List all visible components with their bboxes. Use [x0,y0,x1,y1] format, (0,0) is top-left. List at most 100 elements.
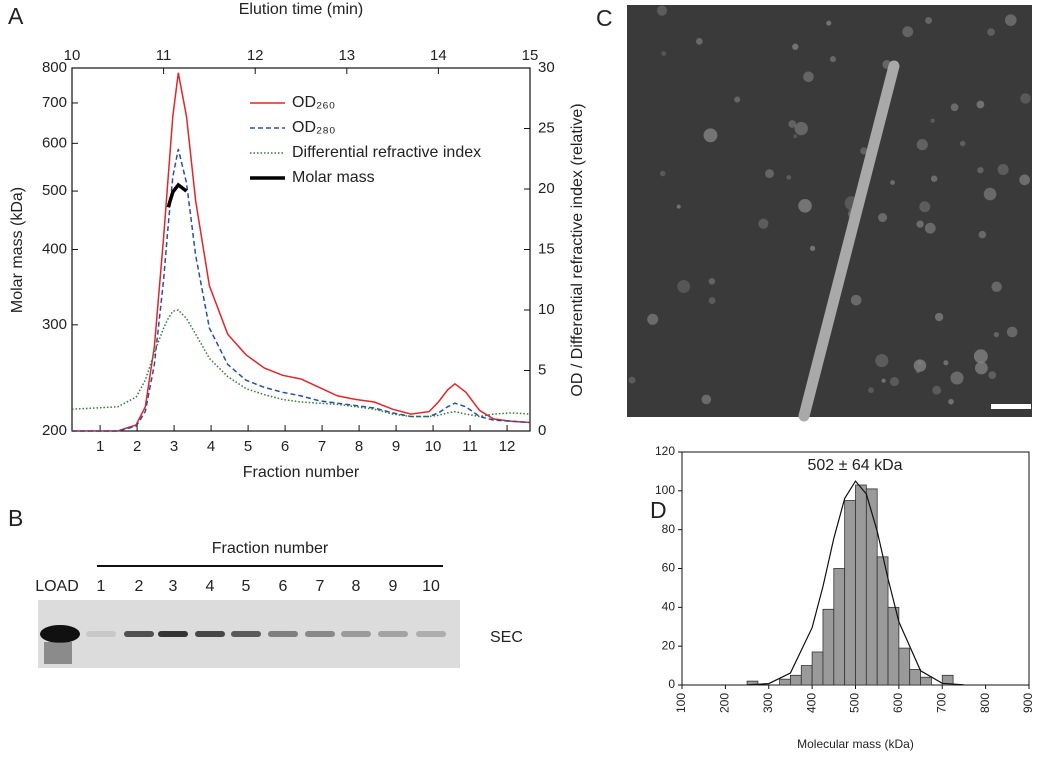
particle [973,349,988,364]
y-tick-label: 100 [655,483,675,497]
particle [703,128,718,143]
legend-label: Molar mass [292,169,375,186]
particle [878,213,888,223]
lane-label: 6 [279,578,288,595]
x2-tick-label: 6 [281,438,289,455]
particle [948,398,954,405]
particle [676,204,681,209]
particle [803,71,814,83]
gel-band [268,631,298,637]
x-tick-label: 11 [156,47,172,64]
particle [647,313,659,325]
x2-tick-label: 4 [207,438,215,455]
gel-band [416,631,446,637]
lane-label: 4 [206,578,215,595]
y-tick-label: 300 [42,316,67,333]
x-axis-title: Molecular mass (kDa) [797,737,914,751]
x2-tick-label: 7 [318,438,326,455]
particle [976,100,985,109]
series-line [72,72,531,432]
annotation: 502 ± 64 kDa [807,457,902,474]
x2-tick-label: 1 [96,438,104,455]
particle [734,96,741,103]
load-band [40,625,80,643]
particle [977,166,984,174]
x-tick-label: 10 [64,47,81,64]
gel-band [378,631,408,637]
y2-tick-label: 10 [538,301,555,318]
x-tick-label: 500 [848,693,862,713]
particle [988,371,997,380]
lane-label: 5 [242,578,251,595]
filament [798,60,900,422]
row-label: SEC [490,629,523,646]
particle [924,222,936,234]
y2-tick-label: 25 [538,119,555,136]
bar [920,676,932,686]
y-tick-label: 0 [668,677,675,691]
panel-label: D [650,497,667,523]
bar [909,669,921,686]
particle [1004,14,1017,26]
legend-label: Differential refractive index [292,144,481,161]
particle [1006,326,1018,338]
gel-band [195,631,225,637]
y2-tick-label: 5 [538,361,546,378]
y-tick-label: 800 [42,59,67,76]
lane-label: 8 [352,578,361,595]
particle [794,121,808,136]
particle [950,371,964,385]
particle [701,394,712,405]
load-label: LOAD [35,578,79,595]
bar [887,606,900,686]
panel-label: A [8,3,24,29]
x2-tick-label: 10 [425,438,442,455]
y-axis-title: Molar mass (kDa) [9,187,26,313]
particle [902,26,914,38]
bar [941,674,954,686]
x-axis-title: Elution time (min) [239,1,363,18]
x2-tick-label: 11 [462,438,478,455]
gel: Fraction number LOAD SEC 1 2 3 4 5 6 7 8 9 10 [35,540,523,668]
scale-bar [991,404,1031,409]
particle [708,278,716,285]
x-tick-label: 700 [934,693,948,713]
panel-label: B [8,505,23,531]
particle [916,139,928,151]
y-tick-label: 20 [662,638,676,652]
particle [978,230,987,239]
gel-band [305,631,335,637]
bar [790,674,802,686]
particle [758,218,769,229]
particle [798,199,812,213]
particle [959,140,966,147]
gel-band [86,631,116,637]
y-tick-label: 40 [662,600,676,614]
particle [788,120,797,128]
bar [876,556,889,686]
y-tick-label: 120 [655,444,675,458]
y2-tick-label: 30 [538,59,555,76]
bar [855,484,867,686]
y-tick-label: 700 [42,94,67,111]
lane-label: 7 [316,578,325,595]
particle [792,43,799,50]
y-tick-label: 60 [662,561,676,575]
particle [997,163,1009,176]
particle [974,361,988,375]
x2-tick-label: 12 [499,438,516,455]
x-tick-label: 15 [522,47,539,64]
particle [786,175,792,180]
x2-tick-label: 9 [392,438,400,455]
particle [850,294,862,306]
particle [656,5,668,16]
particle [708,297,716,305]
y-tick-label: 500 [42,182,67,199]
series-line [71,309,531,418]
particle [889,377,900,387]
particle [932,385,942,395]
bar [898,647,911,686]
x2-tick-label: 5 [244,438,252,455]
particle [950,103,959,112]
